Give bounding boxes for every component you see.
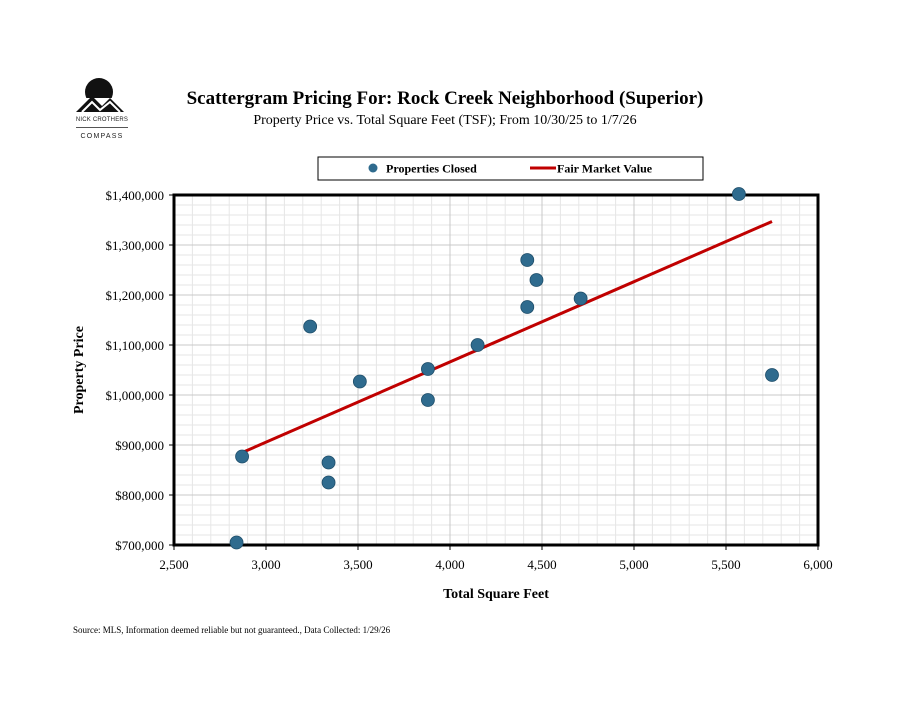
data-point — [520, 300, 535, 314]
x-tick-label: 2,500 — [159, 557, 188, 572]
legend-box — [317, 156, 704, 181]
data-point — [520, 253, 535, 267]
data-point — [765, 368, 779, 382]
x-tick-label: 3,500 — [343, 557, 372, 572]
data-point — [321, 455, 336, 470]
logo-brand: COMPASS — [80, 133, 124, 140]
plot-frame — [172, 193, 820, 547]
x-tick-label: 4,500 — [527, 557, 556, 572]
x-tick-label: 5,000 — [619, 557, 648, 572]
x-tick-label: 4,000 — [435, 557, 464, 572]
x-axis-label: Total Square Feet — [443, 587, 549, 602]
data-point — [731, 187, 746, 201]
legend-label-properties: Properties Closed — [386, 162, 477, 176]
data-point — [421, 362, 435, 376]
data-point — [303, 319, 318, 334]
y-tick-label: $1,300,000 — [106, 238, 165, 253]
company-logo: NICK CROTHERS COMPASS — [72, 72, 136, 148]
legend-label-fair-market: Fair Market Value — [557, 162, 653, 176]
legend-marker-icon — [368, 163, 378, 173]
logo-mark-icon — [76, 78, 130, 114]
data-point — [529, 273, 544, 287]
x-tick-label: 6,000 — [803, 557, 832, 572]
data-point — [229, 535, 244, 550]
x-tick-label: 5,500 — [711, 557, 740, 572]
data-point — [321, 475, 336, 490]
fair-market-value-line — [235, 220, 773, 457]
y-tick-label: $800,000 — [115, 488, 164, 503]
y-tick-label: $1,400,000 — [106, 188, 165, 203]
data-point — [573, 291, 588, 306]
logo-name: NICK CROTHERS — [75, 117, 129, 123]
source-note: Source: MLS, Information deemed reliable… — [73, 625, 391, 635]
y-tick-label: $1,200,000 — [106, 288, 165, 303]
data-point — [421, 393, 435, 407]
y-axis-label: Property Price — [72, 326, 87, 414]
y-tick-label: $900,000 — [115, 438, 164, 453]
chart-subtitle: Property Price vs. Total Square Feet (TS… — [253, 113, 637, 128]
data-point — [235, 449, 249, 464]
chart-title: Scattergram Pricing For: Rock Creek Neig… — [186, 88, 704, 109]
x-tick-label: 3,000 — [251, 557, 280, 572]
y-tick-label: $1,100,000 — [106, 338, 165, 353]
data-point — [352, 374, 367, 389]
logo-divider — [76, 127, 128, 128]
y-tick-label: $1,000,000 — [106, 388, 165, 403]
y-tick-label: $700,000 — [115, 538, 164, 553]
data-point — [470, 338, 485, 352]
